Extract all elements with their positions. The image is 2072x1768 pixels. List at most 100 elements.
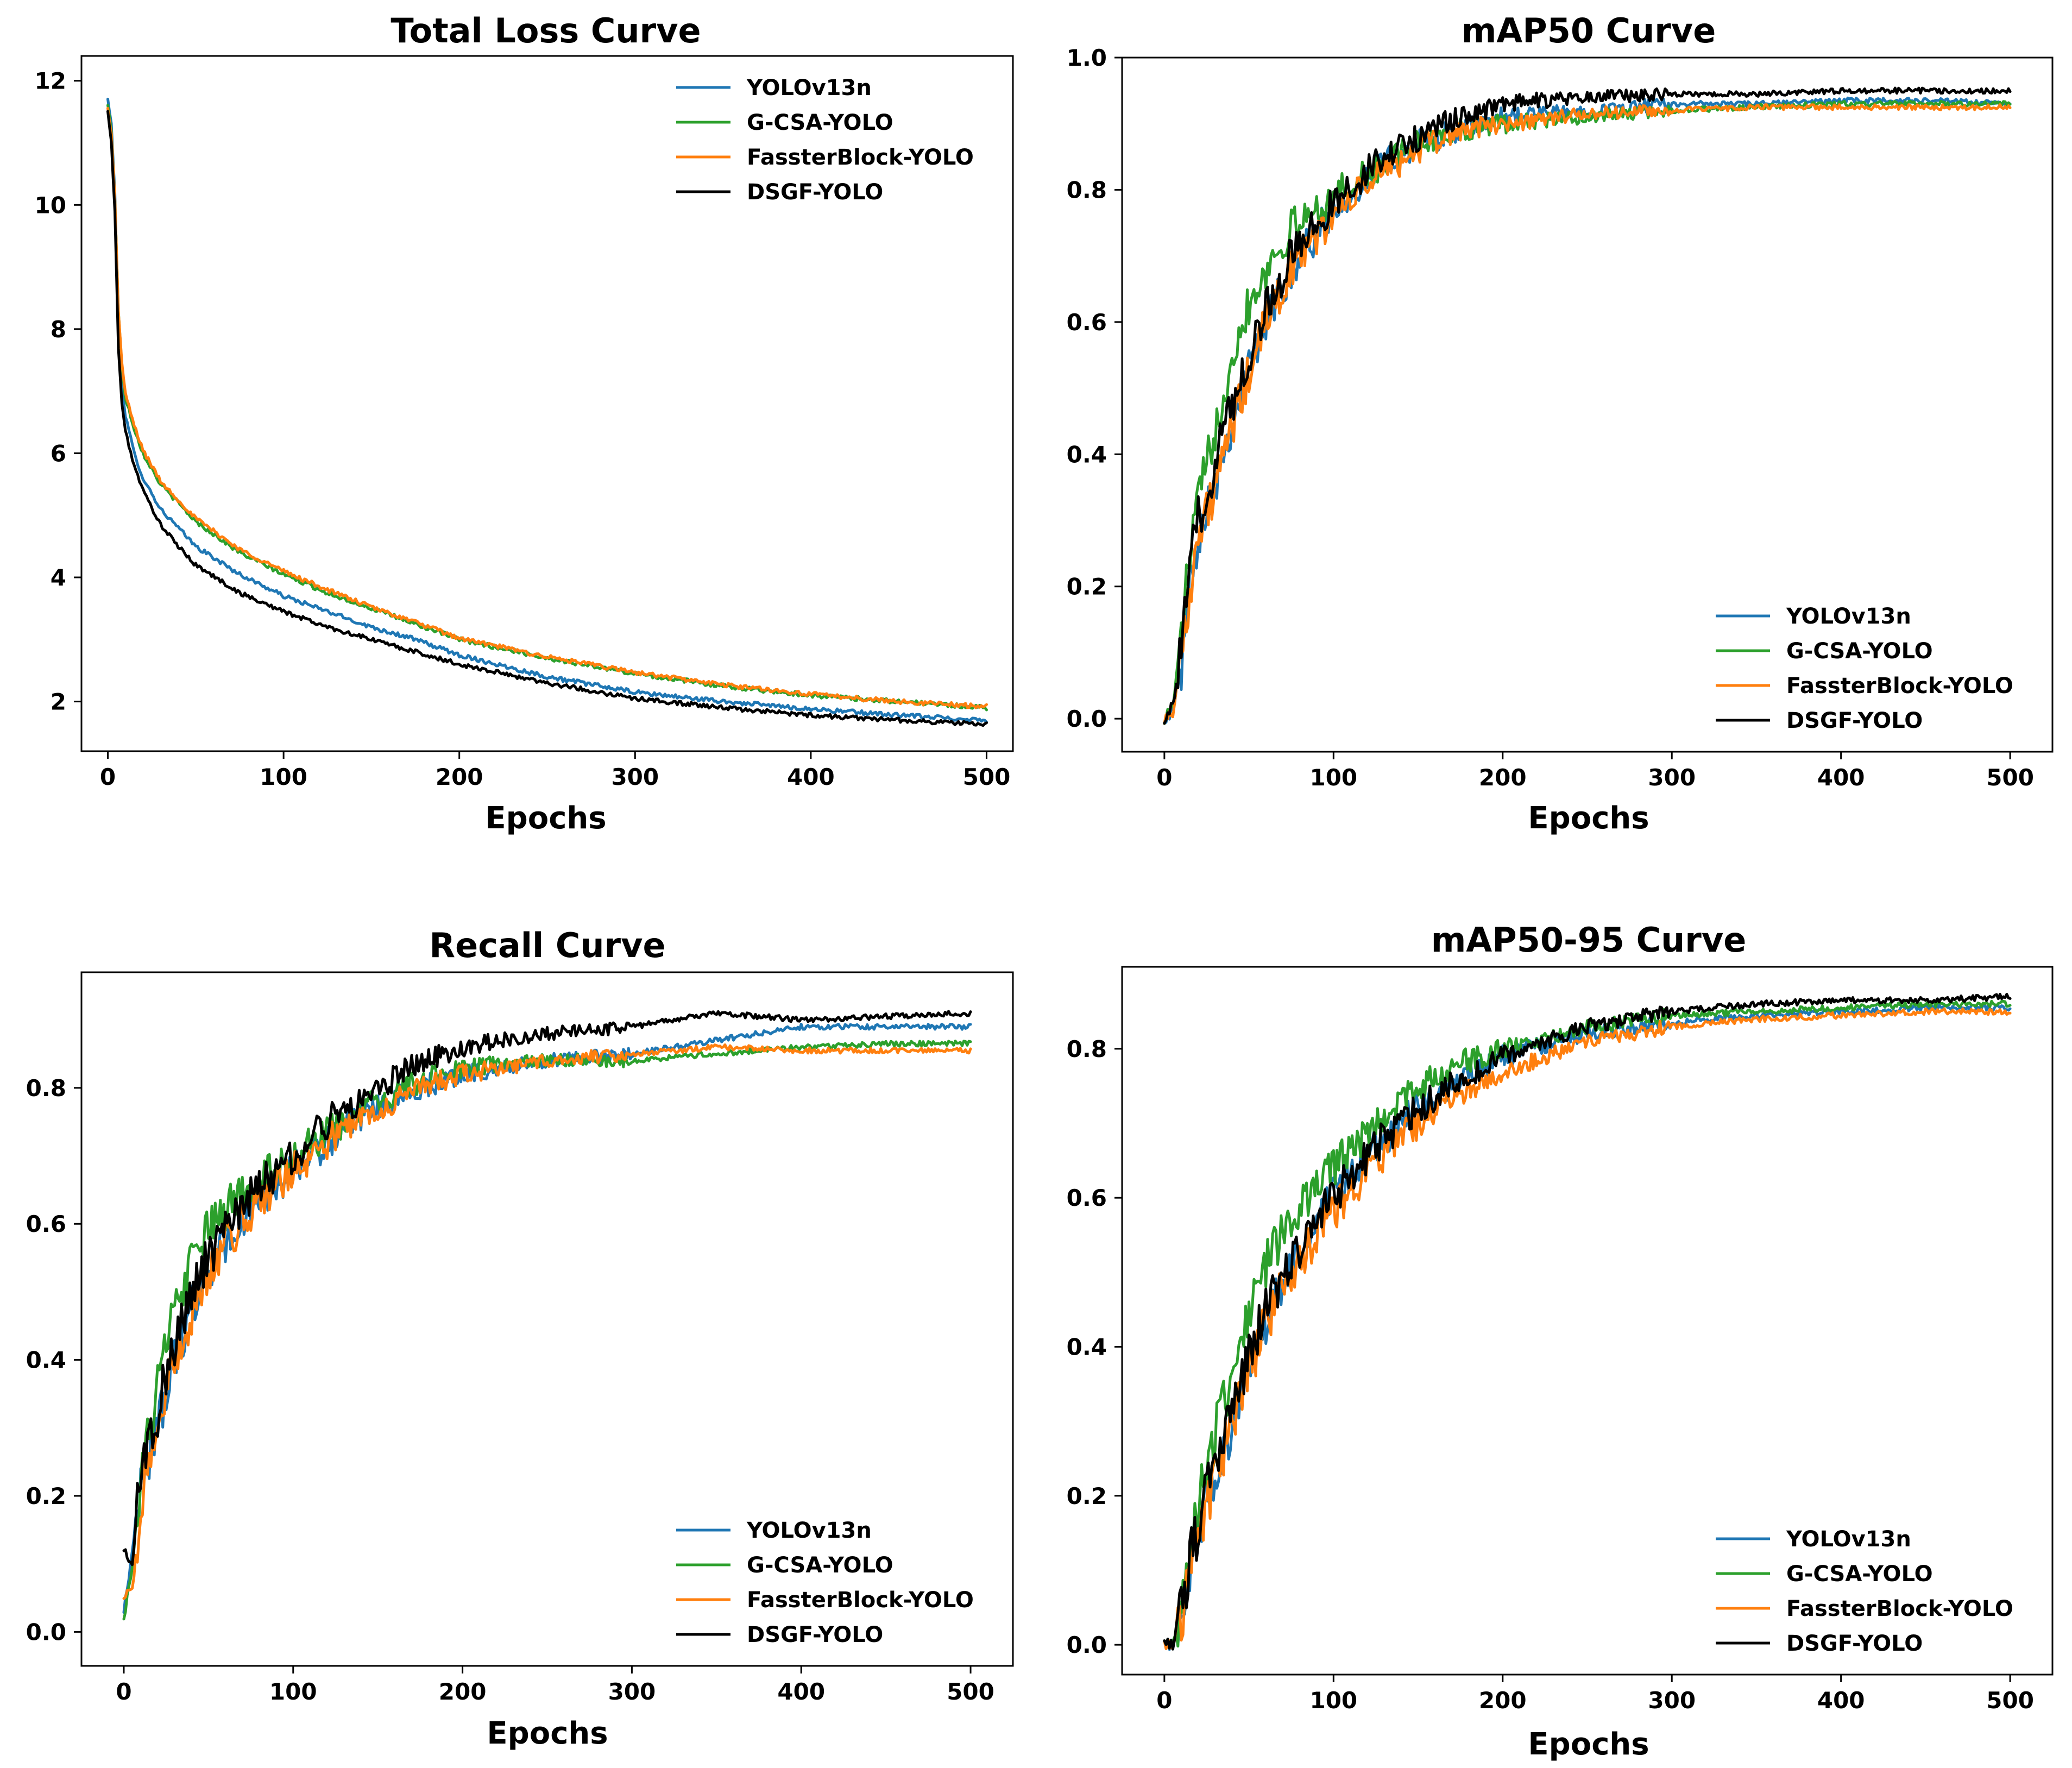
- x-tick-label: 200: [436, 764, 483, 790]
- y-tick-label: 0.8: [1067, 1036, 1107, 1062]
- x-tick-label: 200: [439, 1678, 487, 1705]
- series-line-dsgf-yolo: [1163, 86, 2012, 725]
- series-lines: [122, 1010, 972, 1621]
- y-tick-label: 10: [35, 192, 66, 218]
- x-tick-label: 300: [608, 1678, 656, 1705]
- x-tick-label: 500: [947, 1678, 994, 1705]
- y-tick-label: 2: [51, 689, 66, 715]
- y-tick-label: 0.0: [26, 1619, 66, 1645]
- x-tick-label: 500: [963, 764, 1011, 790]
- x-tick-label: 400: [1817, 764, 1865, 791]
- x-tick-label: 200: [1479, 1687, 1527, 1714]
- legend-label: DSGF-YOLO: [1786, 1631, 1923, 1656]
- y-tick-label: 0.2: [1067, 574, 1107, 600]
- legend-label: DSGF-YOLO: [1786, 708, 1923, 733]
- plot-frame: [80, 55, 1014, 752]
- x-tick-label: 200: [1479, 764, 1527, 791]
- x-tick-label: 300: [1648, 1687, 1696, 1714]
- legend: YOLOv13n G-CSA-YOLO FassterBlock-YOLO DSGF-…: [676, 75, 974, 205]
- series-lines: [1163, 992, 2012, 1651]
- y-tick-label: 0.8: [26, 1075, 66, 1102]
- x-tick-label: 100: [1309, 764, 1357, 791]
- y-tick-label: 0.2: [1067, 1483, 1107, 1509]
- panel-map50: mAP50 Curve 0 100 200 300 400 500 0.0 0.2 0.4 0.6…: [1067, 11, 2054, 836]
- chart-title: mAP50-95 Curve: [1431, 920, 1747, 960]
- x-tick-label: 0: [116, 1678, 131, 1705]
- chart-title: Total Loss Curve: [391, 11, 701, 51]
- panel-map50-95: mAP50-95 Curve 0 100 200 300 400 500 0.0 0.2 0.4…: [1067, 920, 2054, 1762]
- y-tick-label: 0.6: [1067, 1185, 1107, 1211]
- legend-label: YOLOv13n: [1786, 604, 1911, 629]
- x-axis-label: Epochs: [485, 801, 606, 836]
- x-axis-label: Epochs: [487, 1716, 608, 1751]
- legend-label: YOLOv13n: [746, 75, 872, 100]
- ticks: 0 100 200 300 400 500 0.0 0.2 0.4 0.6 0.8: [26, 1075, 994, 1705]
- legend-label: YOLOv13n: [1786, 1527, 1911, 1552]
- y-tick-label: 8: [51, 316, 66, 343]
- x-axis-label: Epochs: [1528, 801, 1649, 836]
- series-line-fassterblock-yolo: [122, 1043, 972, 1600]
- legend-label: G-CSA-YOLO: [1786, 1562, 1933, 1587]
- series-line-fassterblock-yolo: [106, 106, 988, 709]
- legend: YOLOv13n G-CSA-YOLO FassterBlock-YOLO DSGF-…: [1716, 604, 2013, 733]
- y-tick-label: 0.8: [1067, 177, 1107, 203]
- y-tick-label: 0.6: [26, 1211, 66, 1237]
- y-tick-label: 0.2: [26, 1483, 66, 1509]
- x-tick-label: 400: [787, 764, 835, 790]
- panel-total-loss: Total Loss Curve 0 100 200 300 400 500 2 4 6 8 10 1…: [35, 11, 1014, 836]
- x-tick-label: 300: [1648, 764, 1696, 791]
- plot-frame: [80, 971, 1014, 1667]
- y-tick-label: 4: [51, 564, 66, 591]
- chart-title: Recall Curve: [429, 926, 665, 965]
- x-tick-label: 400: [777, 1678, 825, 1705]
- x-tick-label: 0: [1156, 764, 1172, 791]
- y-tick-label: 6: [51, 440, 66, 467]
- x-tick-label: 0: [100, 764, 116, 790]
- series-lines: [106, 97, 988, 727]
- legend-label: G-CSA-YOLO: [1786, 639, 1933, 664]
- series-line-g-csa-yolo: [1163, 999, 2012, 1649]
- x-tick-label: 500: [1986, 1687, 2034, 1714]
- y-tick-label: 0.0: [1067, 706, 1107, 732]
- panel-recall: Recall Curve 0 100 200 300 400 500 0.0 0.2 0.4 0.…: [26, 926, 1014, 1751]
- legend-label: FassterBlock-YOLO: [1786, 1596, 2013, 1621]
- x-tick-label: 100: [260, 764, 307, 790]
- x-tick-label: 0: [1156, 1687, 1172, 1714]
- legend-label: G-CSA-YOLO: [747, 110, 893, 135]
- x-tick-label: 100: [1309, 1687, 1357, 1714]
- legend-label: DSGF-YOLO: [747, 1622, 883, 1647]
- x-tick-label: 400: [1817, 1687, 1865, 1714]
- series-line-dsgf-yolo: [106, 110, 988, 727]
- series-line-dsgf-yolo: [122, 1010, 972, 1566]
- ticks: 0 100 200 300 400 500 0.0 0.2 0.4 0.6 0.8: [1067, 1036, 2034, 1714]
- legend-label: G-CSA-YOLO: [747, 1553, 893, 1578]
- legend-label: DSGF-YOLO: [747, 180, 883, 205]
- y-tick-label: 0.4: [1067, 1334, 1107, 1361]
- x-tick-label: 100: [269, 1678, 317, 1705]
- y-tick-label: 0.6: [1067, 309, 1107, 336]
- legend-label: FassterBlock-YOLO: [747, 145, 974, 170]
- ticks: 0 100 200 300 400 500 0.0 0.2 0.4 0.6 0.8 1.0: [1067, 45, 2034, 791]
- y-tick-label: 0.0: [1067, 1632, 1107, 1658]
- series-line-yolov13n: [106, 97, 988, 723]
- legend-label: FassterBlock-YOLO: [747, 1588, 974, 1613]
- legend-label: YOLOv13n: [746, 1518, 872, 1543]
- series-line-g-csa-yolo: [1163, 99, 2012, 725]
- x-tick-label: 300: [611, 764, 659, 790]
- ticks: 0 100 200 300 400 500 2 4 6 8 10 12: [35, 68, 1011, 790]
- y-tick-label: 12: [35, 68, 66, 95]
- y-tick-label: 1.0: [1067, 45, 1107, 71]
- legend: YOLOv13n G-CSA-YOLO FassterBlock-YOLO DSGF-…: [676, 1518, 974, 1647]
- plot-frame: [1121, 56, 2054, 753]
- x-axis-label: Epochs: [1528, 1727, 1649, 1762]
- series-lines: [1163, 86, 2012, 725]
- y-tick-label: 0.4: [1067, 441, 1107, 468]
- plot-frame: [1121, 966, 2054, 1676]
- series-line-fassterblock-yolo: [1163, 103, 2012, 725]
- chart-title: mAP50 Curve: [1462, 11, 1716, 51]
- legend: YOLOv13n G-CSA-YOLO FassterBlock-YOLO DSGF-…: [1716, 1527, 2013, 1656]
- legend-label: FassterBlock-YOLO: [1786, 674, 2013, 699]
- series-line-dsgf-yolo: [1163, 992, 2012, 1651]
- y-tick-label: 0.4: [26, 1347, 66, 1374]
